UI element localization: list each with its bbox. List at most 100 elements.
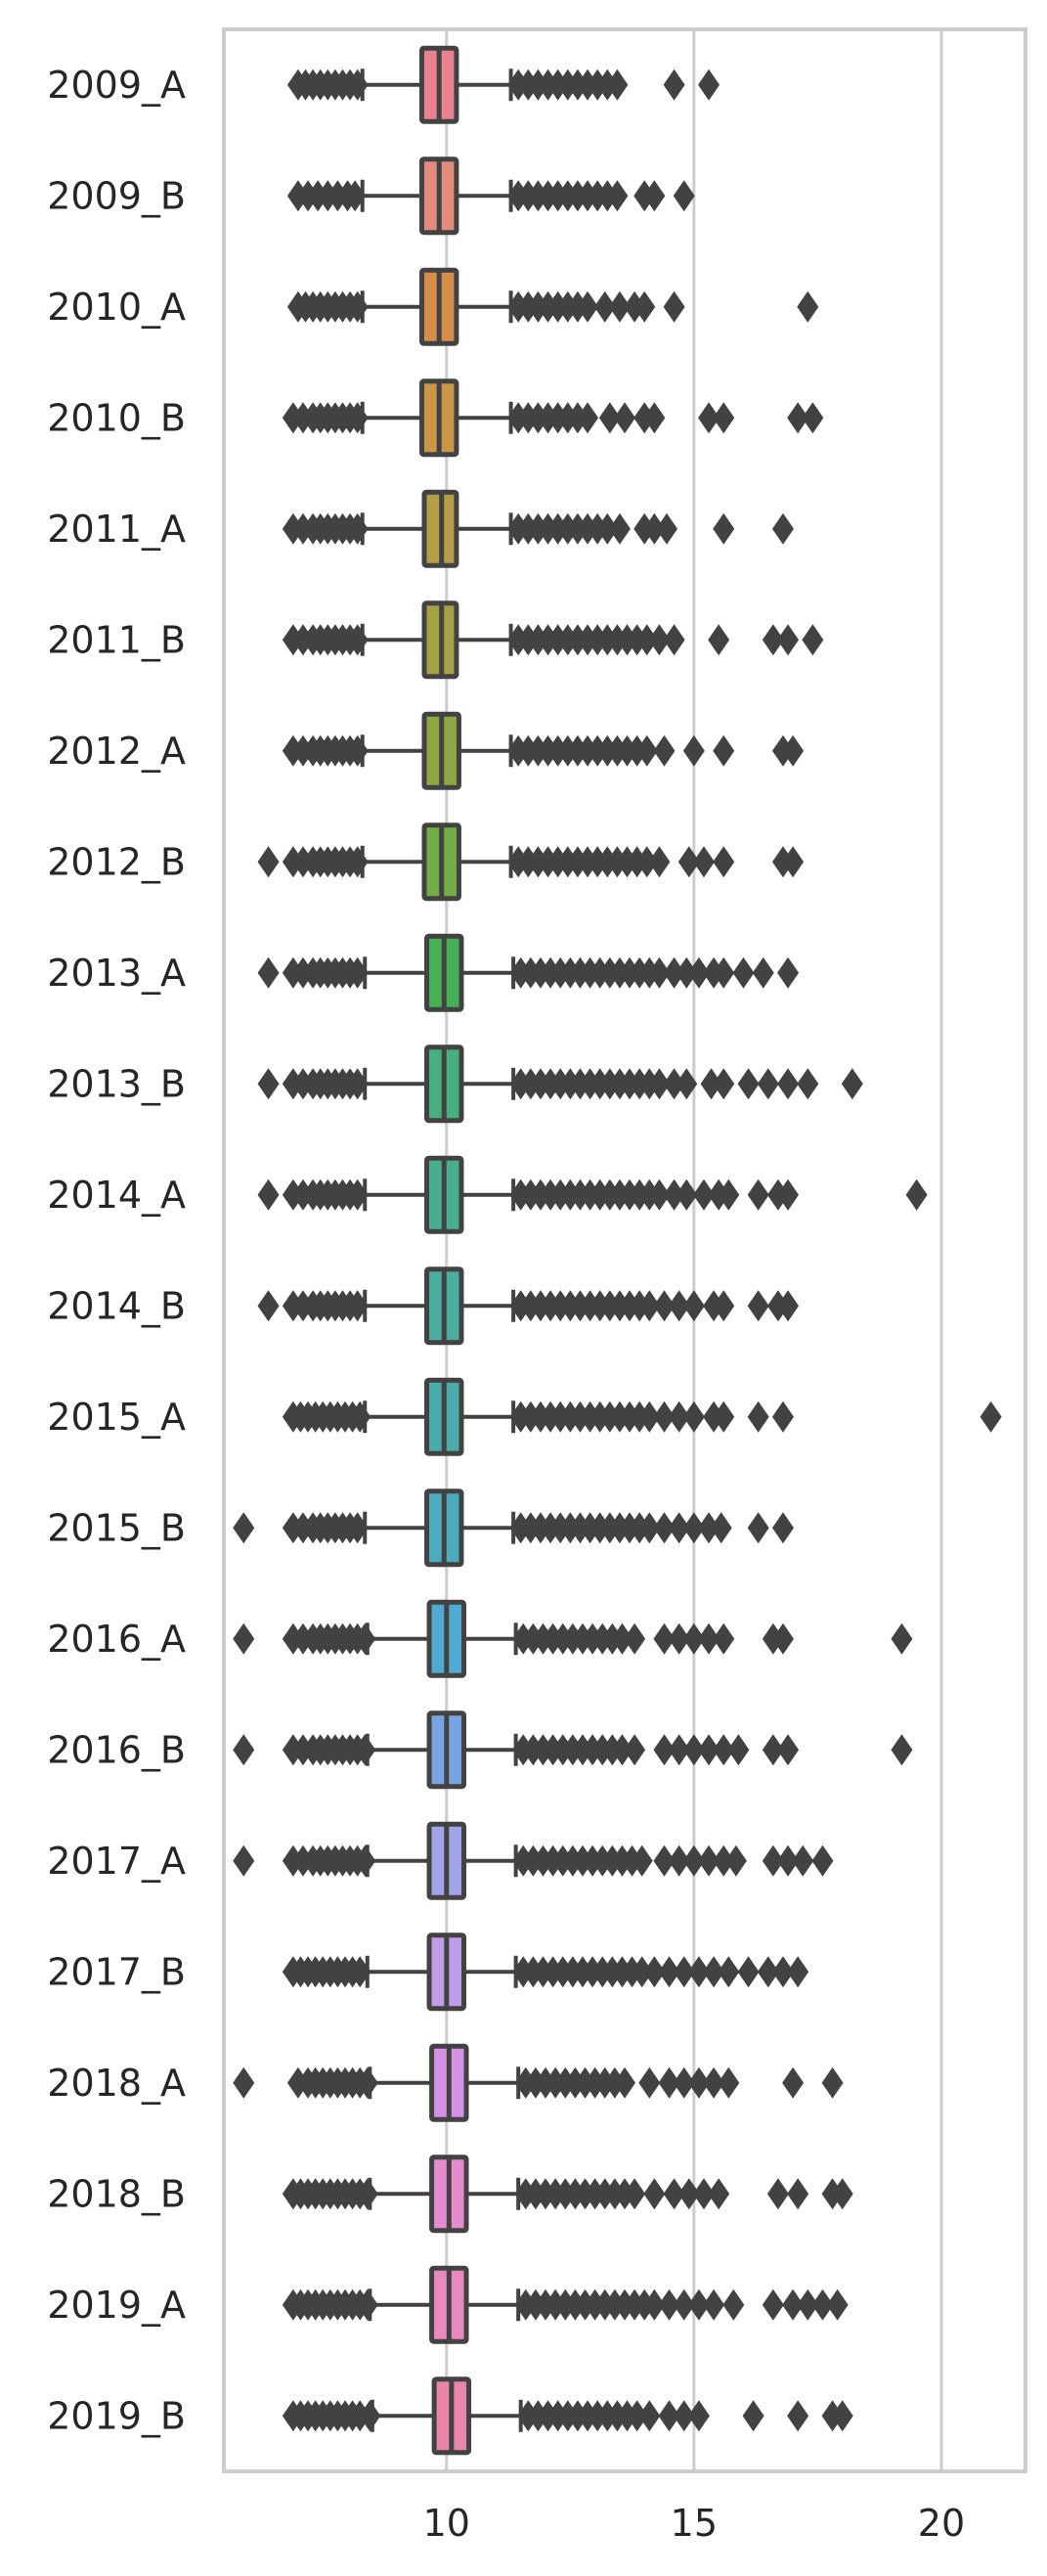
outlier-marker xyxy=(658,2288,680,2321)
outlier-marker xyxy=(648,1068,671,1100)
category-label: 2015_B xyxy=(47,1506,186,1549)
x-tick-label: 10 xyxy=(423,2502,470,2545)
outlier-marker xyxy=(762,1844,784,1877)
outlier-marker xyxy=(668,1400,690,1433)
category-label: 2019_A xyxy=(47,2284,186,2327)
outlier-marker xyxy=(677,846,700,878)
outlier-marker xyxy=(742,2400,764,2432)
outlier-marker xyxy=(653,1622,676,1655)
outlier-marker xyxy=(692,846,715,878)
outlier-marker xyxy=(692,1178,715,1211)
category-label: 2019_B xyxy=(47,2394,186,2437)
box-group xyxy=(286,156,695,236)
outlier-marker xyxy=(663,68,685,101)
outlier-marker xyxy=(624,2178,646,2210)
outlier-marker xyxy=(658,2066,680,2099)
outlier-marker xyxy=(346,1512,369,1544)
outlier-marker xyxy=(727,1734,750,1766)
outlier-marker xyxy=(668,1622,690,1655)
outlier-marker xyxy=(611,1622,633,1655)
outlier-marker xyxy=(757,1068,779,1100)
outlier-marker xyxy=(356,2178,378,2210)
category-label: 2014_A xyxy=(47,1174,186,1217)
outlier-marker xyxy=(648,956,671,989)
outlier-marker xyxy=(747,1512,769,1544)
category-label: 2014_B xyxy=(47,1284,186,1327)
outlier-marker xyxy=(676,1068,698,1100)
outlier-marker xyxy=(668,1844,690,1877)
outlier-marker xyxy=(673,180,695,212)
outlier-marker xyxy=(777,1734,800,1766)
outlier-marker xyxy=(687,2288,710,2321)
outlier-marker xyxy=(677,2178,700,2210)
outlier-marker xyxy=(797,2288,819,2321)
outlier-marker xyxy=(687,1956,710,1988)
outlier-marker xyxy=(673,2066,695,2099)
outlier-marker xyxy=(811,2288,834,2321)
outlier-marker xyxy=(713,1400,735,1433)
box-group xyxy=(286,45,720,124)
outlier-marker xyxy=(752,956,774,989)
outlier-marker xyxy=(777,1178,800,1211)
outlier-marker xyxy=(700,1068,722,1100)
outlier-marker xyxy=(635,846,658,878)
outlier-marker xyxy=(638,2066,661,2099)
outlier-marker xyxy=(653,1844,676,1877)
outlier-marker xyxy=(682,734,705,767)
outlier-marker xyxy=(747,1400,769,1433)
box-group xyxy=(282,2154,853,2234)
category-label: 2015_A xyxy=(47,1396,186,1439)
outlier-marker xyxy=(687,2400,710,2432)
outlier-marker xyxy=(643,402,666,434)
outlier-marker xyxy=(777,1844,800,1877)
outlier-marker xyxy=(624,1734,646,1766)
outlier-marker xyxy=(608,512,631,545)
outlier-marker xyxy=(643,180,666,212)
box-group xyxy=(233,2043,844,2122)
outlier-marker xyxy=(346,846,369,878)
outlier-marker xyxy=(614,2066,635,2099)
outlier-marker xyxy=(797,1068,819,1100)
outlier-marker xyxy=(356,2288,378,2321)
outlier-marker xyxy=(638,2400,661,2432)
outlier-marker xyxy=(643,2288,666,2321)
outlier-marker xyxy=(346,1290,369,1322)
outlier-marker xyxy=(635,734,658,767)
outlier-marker xyxy=(673,2400,695,2432)
box-group xyxy=(282,378,824,458)
outlier-marker xyxy=(762,1734,784,1766)
outlier-marker xyxy=(631,1844,653,1877)
outlier-marker xyxy=(891,1734,913,1766)
outlier-marker xyxy=(668,1290,690,1322)
outlier-marker xyxy=(673,1956,695,1988)
box-group xyxy=(233,1599,913,1678)
outlier-marker xyxy=(713,1622,735,1655)
outlier-marker xyxy=(346,624,369,656)
x-tick-label: 15 xyxy=(671,2502,718,2545)
box-group xyxy=(257,1044,863,1124)
box-group xyxy=(282,2265,849,2344)
outlier-marker xyxy=(577,402,599,434)
outlier-marker xyxy=(762,2288,784,2321)
outlier-marker xyxy=(596,512,619,545)
outlier-marker xyxy=(692,2178,715,2210)
outlier-marker xyxy=(663,624,685,656)
outlier-marker xyxy=(766,2178,789,2210)
outlier-marker xyxy=(710,1512,732,1544)
outlier-marker xyxy=(787,2178,809,2210)
outlier-marker xyxy=(643,2178,666,2210)
category-label: 2013_B xyxy=(47,1062,186,1105)
outlier-marker xyxy=(635,624,658,656)
outlier-marker xyxy=(905,1178,928,1211)
outlier-marker xyxy=(346,68,369,101)
outlier-marker xyxy=(663,1178,685,1211)
outlier-marker xyxy=(593,290,616,323)
outlier-marker xyxy=(771,1400,794,1433)
outlier-marker xyxy=(648,846,671,878)
outlier-marker xyxy=(802,402,824,434)
outlier-marker xyxy=(737,1068,760,1100)
outlier-marker xyxy=(718,1178,740,1211)
category-label: 2016_B xyxy=(47,1728,186,1771)
outlier-marker xyxy=(708,2178,730,2210)
outlier-marker xyxy=(606,68,629,101)
